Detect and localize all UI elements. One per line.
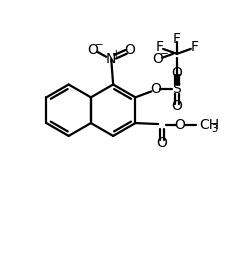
Text: −: − [95,40,104,50]
Text: CH: CH [200,118,220,132]
Text: O: O [172,99,182,113]
Text: O: O [124,43,136,57]
Text: O: O [174,118,185,132]
Text: O: O [172,66,182,80]
Text: O: O [87,43,98,57]
Text: F: F [155,40,163,54]
Text: O: O [150,83,161,96]
Text: S: S [172,83,181,96]
Text: N: N [106,52,117,66]
Text: +: + [112,49,121,59]
Text: −: − [160,49,168,59]
Text: 3: 3 [212,124,218,134]
Text: O: O [152,52,163,66]
Text: F: F [173,32,181,46]
Text: O: O [157,136,168,150]
Text: F: F [191,40,199,54]
